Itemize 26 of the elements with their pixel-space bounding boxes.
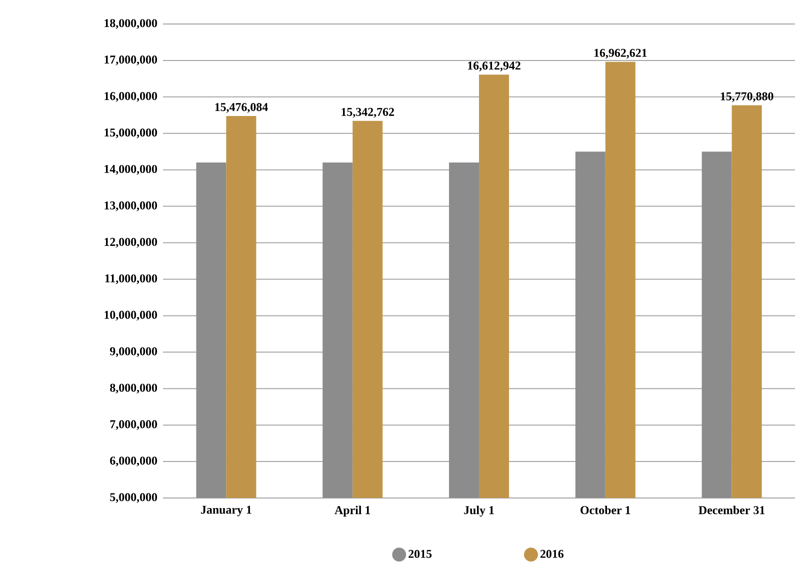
x-tick-label: July 1 [464, 506, 494, 517]
x-tick-label: December 31 [698, 506, 765, 514]
data-label: 15,476,084 [215, 103, 268, 113]
y-tick-label: 18,000,000 [104, 19, 158, 29]
y-tick-label: 17,000,000 [104, 56, 158, 66]
y-tick-label: 5,000,000 [110, 493, 158, 503]
data-label: 16,962,621 [594, 48, 647, 59]
x-tick-label: October 1 [580, 506, 630, 514]
y-tick-label: 7,000,000 [110, 420, 158, 430]
data-label: 16,612,942 [468, 62, 520, 72]
x-tick-label: January 1 [200, 506, 252, 516]
data-label: 15,770,880 [720, 92, 774, 102]
y-tick-label: 11,000,000 [105, 274, 158, 284]
y-tick-label: 6,000,000 [110, 456, 158, 466]
legend-label: 2016 [540, 550, 564, 558]
y-tick-label: 16,000,000 [104, 92, 158, 102]
y-tick-label: 8,000,000 [110, 384, 158, 394]
y-tick-label: 10,000,000 [104, 310, 158, 321]
data-label: 15,342,762 [342, 108, 394, 118]
x-tick-label: April 1 [334, 506, 370, 517]
y-tick-label: 15,000,000 [104, 128, 158, 138]
y-tick-label: 12,000,000 [104, 238, 158, 248]
y-tick-label: 13,000,000 [104, 201, 158, 212]
legend-label: 2015 [408, 550, 432, 558]
y-tick-label: 9,000,000 [110, 347, 158, 358]
y-tick-label: 14,000,000 [104, 164, 158, 175]
